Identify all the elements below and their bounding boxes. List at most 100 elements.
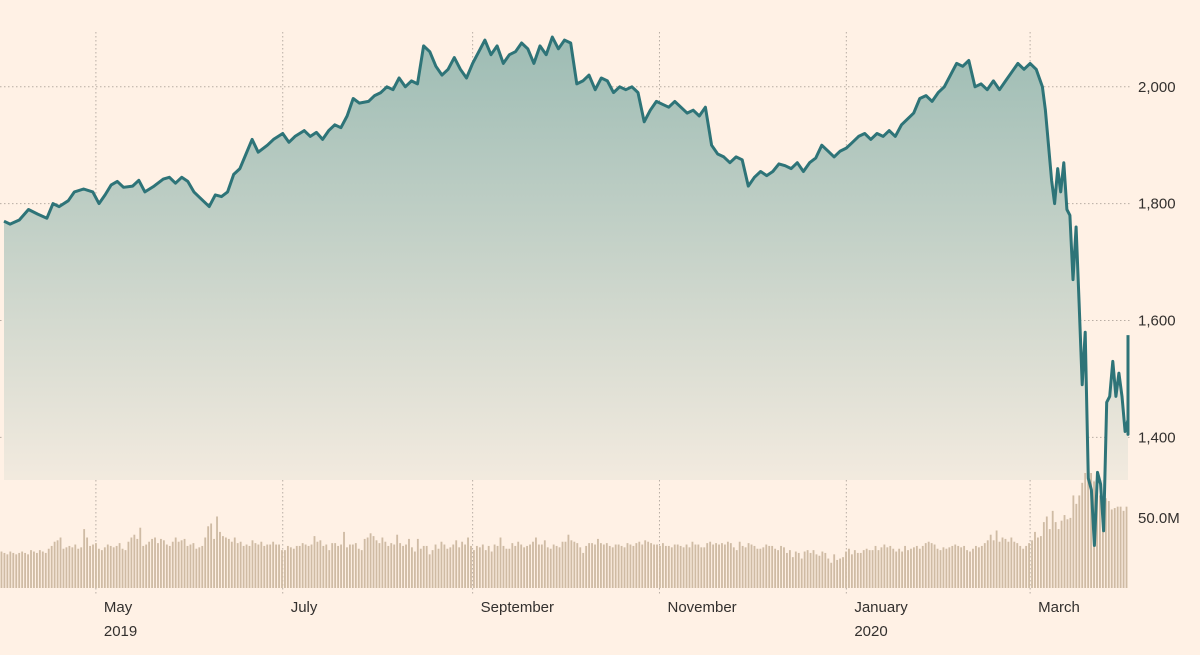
price-line-layer (3, 35, 1130, 547)
volume-bar (549, 548, 552, 588)
volume-bar (189, 544, 192, 588)
volume-bar (647, 541, 650, 588)
volume-bar (1069, 517, 1072, 588)
volume-bar (626, 543, 629, 588)
volume-bar (786, 552, 788, 588)
volume-bar (192, 543, 195, 588)
volume-bar (662, 543, 664, 588)
volume-bar (535, 537, 537, 588)
volume-bar (963, 545, 966, 588)
x-tick-label: September (481, 599, 554, 616)
volume-bar (349, 544, 351, 588)
volume-bar (18, 552, 21, 588)
volume-bar (372, 536, 375, 588)
volume-bar (325, 544, 328, 588)
volume-bar (36, 552, 38, 588)
volume-bar (186, 545, 189, 588)
volume-bar (721, 543, 723, 588)
volume-bar (526, 545, 528, 588)
volume-bar (724, 544, 726, 588)
volume-bar (207, 526, 210, 588)
volume-bar (850, 554, 853, 588)
volume-bar (992, 540, 995, 588)
volume-bar (957, 545, 960, 588)
volume-bar (585, 545, 588, 588)
volume-bar (788, 550, 791, 588)
volume-bar (284, 550, 286, 588)
volume-bar (1042, 522, 1045, 588)
volume-bar (15, 554, 18, 588)
volume-bar (272, 541, 275, 588)
volume-bar (396, 534, 399, 588)
volume-bar (425, 545, 428, 588)
volume-bar (673, 544, 676, 588)
volume-bar (354, 543, 357, 588)
volume-bar (685, 544, 688, 588)
volume-bar (1063, 515, 1066, 588)
volume-bar (774, 548, 777, 588)
volume-bar (972, 548, 974, 588)
volume-bar (989, 534, 992, 588)
volume-bar (942, 547, 945, 588)
volume-bar (62, 548, 65, 588)
volume-bar (650, 543, 653, 588)
volume-bar (591, 543, 593, 588)
volume-bar (898, 548, 901, 588)
volume-bar (242, 545, 245, 588)
volume-bar (600, 543, 602, 588)
volume-bar (490, 551, 493, 588)
volume-bar (608, 545, 611, 588)
volume-bar (803, 551, 806, 588)
volume-bar (1113, 508, 1116, 588)
volume-bar (112, 547, 115, 588)
volume-bar (738, 541, 741, 588)
volume-bar (762, 547, 765, 588)
volume-bar (313, 536, 316, 588)
volume-bar (818, 555, 821, 588)
volume-bar (508, 548, 511, 588)
volume-bar (157, 543, 159, 588)
volume-bar (50, 545, 53, 588)
volume-bar (142, 545, 145, 588)
volume-bar (384, 541, 387, 588)
volume-bar (1072, 495, 1075, 588)
volume-bar (375, 540, 378, 588)
volume-bar (741, 545, 744, 588)
y-axis-labels: 2,000 1,800 1,600 1,400 50.0M (1138, 79, 1180, 527)
volume-bar (960, 547, 963, 588)
volume-bar (133, 534, 136, 588)
volume-bar (222, 536, 224, 588)
volume-bar (1010, 537, 1013, 588)
volume-bar (378, 543, 381, 588)
volume-bar (1104, 498, 1107, 588)
volume-bar (1096, 485, 1098, 588)
volume-bar (381, 537, 384, 588)
volume-bar (839, 558, 842, 588)
volume-bar (89, 545, 91, 588)
volume-bar (511, 543, 514, 588)
volume-bar (136, 538, 139, 588)
volume-bar (694, 544, 697, 588)
volume-bar (1078, 495, 1081, 588)
volume-bar (1090, 473, 1092, 588)
volume-bar (304, 544, 307, 588)
y-tick-label: 1,400 (1138, 429, 1176, 446)
volume-bar (836, 559, 839, 588)
volume-bar (517, 541, 520, 588)
volume-bar (712, 544, 715, 588)
volume-bar (904, 545, 906, 588)
volume-bar (292, 548, 295, 588)
x-tick-label: May (104, 599, 133, 616)
volume-bar (148, 541, 151, 588)
volume-bar (434, 544, 437, 588)
volume-bar (360, 550, 363, 588)
volume-bar (913, 547, 915, 588)
volume-bar (939, 550, 942, 588)
volume-bar (868, 550, 871, 588)
volume-bar (726, 541, 729, 588)
volume-bar (910, 548, 912, 588)
volume-bar (316, 541, 319, 588)
volume-bar (588, 543, 591, 588)
volume-bar (1066, 519, 1069, 588)
volume-bar (452, 544, 455, 588)
